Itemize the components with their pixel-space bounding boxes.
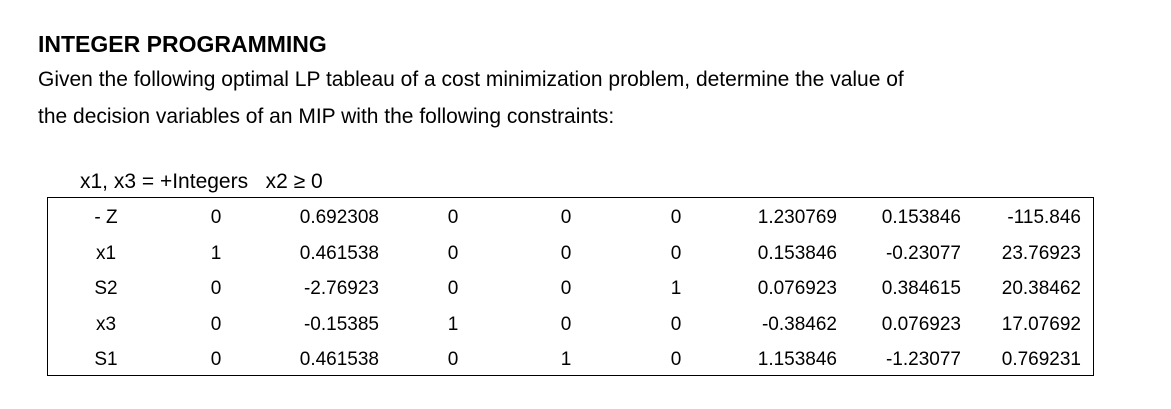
cell: 1 [210, 242, 222, 264]
cell: 0.384615 [881, 278, 961, 299]
cell: 0 [670, 313, 682, 335]
row-label: x3 [95, 313, 117, 335]
nonneg-constraint: x2 ≥ 0 [265, 170, 323, 193]
cell: -0.15385 [303, 313, 379, 335]
row-label: x1 [95, 242, 117, 264]
cell: 0 [210, 278, 222, 299]
cell: 17.07692 [1001, 313, 1081, 335]
cell: 0.461538 [299, 349, 379, 370]
row-label: S1 [94, 349, 118, 370]
cell: 0 [447, 207, 459, 228]
cell: 0 [210, 313, 222, 335]
tableau: - Z 0 0.692308 0 0 0 1.230769 0.153846 -115.846 x… [47, 197, 1094, 376]
cell: 0.153846 [881, 207, 961, 228]
row-label: - Z [94, 207, 118, 228]
cell: -115.846 [1007, 207, 1081, 228]
constraints: x1, x3 = +Integers x2 ≥ 0 [80, 170, 323, 194]
cell: 0.461538 [299, 242, 379, 264]
cell: -1.23077 [885, 349, 961, 370]
cell: -0.23077 [885, 242, 961, 264]
integer-constraint: x1, x3 = +Integers [80, 170, 249, 193]
cell: 0 [560, 313, 572, 335]
cell: 0.076923 [757, 278, 837, 299]
cell: 1.153846 [757, 349, 837, 370]
cell: 0.153846 [757, 242, 837, 264]
cell: 0.076923 [881, 313, 961, 335]
cell: 0 [447, 242, 459, 264]
cell: 1 [560, 349, 572, 370]
cell: 0 [670, 207, 682, 228]
cell: 1.230769 [757, 207, 837, 228]
cell: 0 [670, 242, 682, 264]
cell: 23.76923 [1001, 242, 1081, 264]
cell: 0 [560, 278, 572, 299]
cell: 0.692308 [299, 207, 379, 228]
instruction-line: Given the following optimal LP tableau o… [38, 68, 904, 91]
instruction-line: the decision variables of an MIP with th… [38, 105, 615, 128]
cell: 0 [447, 349, 459, 370]
cell: 1 [447, 313, 459, 335]
cell: 0 [210, 207, 222, 228]
cell: 0.769231 [1001, 349, 1081, 370]
cell: 1 [670, 278, 682, 299]
row-label: S2 [94, 278, 118, 299]
cell: 0 [560, 207, 572, 228]
title: INTEGER PROGRAMMING [38, 31, 327, 57]
cell: -2.76923 [303, 278, 379, 299]
cell: 0 [447, 278, 459, 299]
cell: 0 [560, 242, 572, 264]
cell: -0.38462 [761, 313, 837, 335]
cell: 20.38462 [1001, 278, 1081, 299]
cell: 0 [210, 349, 222, 370]
cell: 0 [670, 349, 682, 370]
